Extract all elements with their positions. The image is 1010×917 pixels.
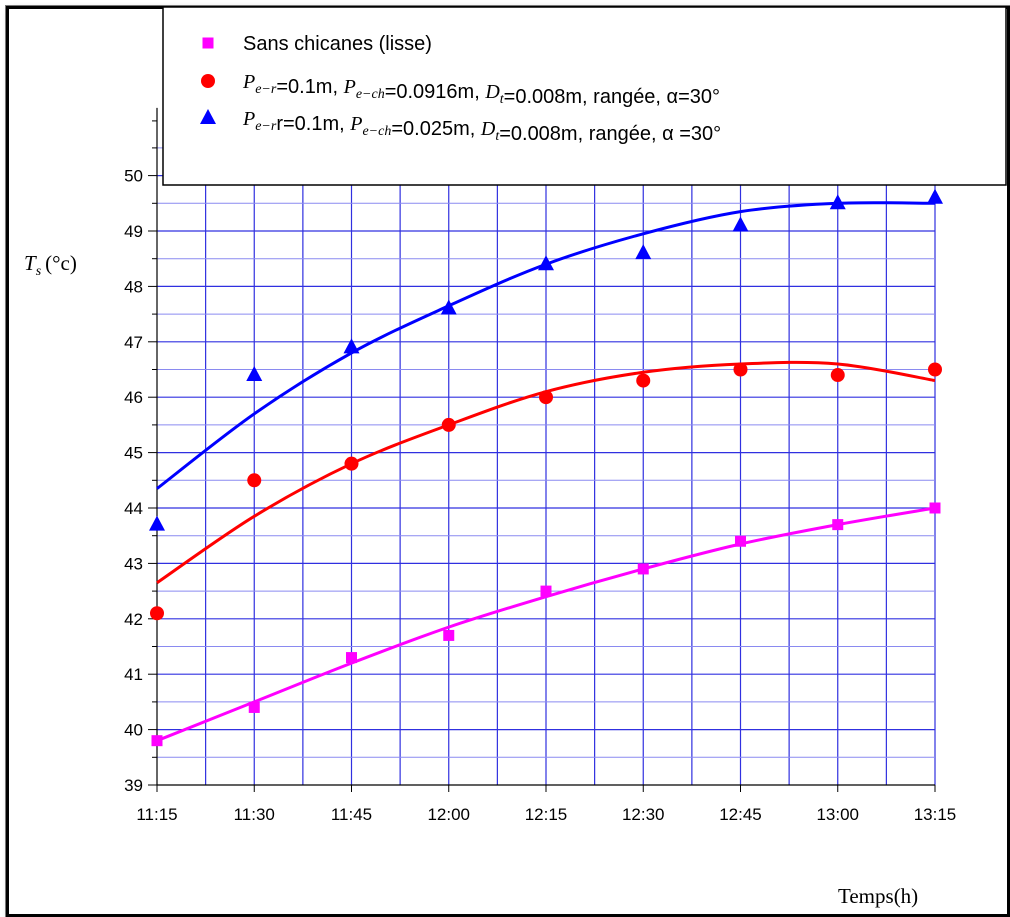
x-tick-label: 12:30 <box>622 805 665 824</box>
x-tick-label: 11:45 <box>331 805 372 824</box>
data-point-series-3 <box>829 194 846 210</box>
data-point-series-2 <box>830 368 845 383</box>
legend-entry-2: Pe−r=0.1m, Pe−ch=0.0916m, Dt=0.008m, ran… <box>242 71 720 108</box>
y-tick-label: 41 <box>124 665 143 684</box>
data-point-series-2 <box>733 362 748 377</box>
data-point-series-1 <box>248 701 260 713</box>
data-point-series-2 <box>636 373 651 388</box>
data-point-series-2 <box>539 390 553 405</box>
y-tick-label: 42 <box>124 610 143 629</box>
data-point-series-3 <box>538 255 554 271</box>
legend-box <box>162 6 1007 186</box>
y-tick-label: 48 <box>124 277 143 296</box>
data-point-series-2 <box>344 456 359 471</box>
data-points <box>149 188 943 747</box>
y-tick-label: 50 <box>124 167 143 186</box>
data-point-series-1 <box>151 735 163 747</box>
y-tick-label: 49 <box>124 222 143 241</box>
legend-marker-2 <box>201 74 215 88</box>
data-point-series-3 <box>246 366 263 382</box>
data-point-series-1 <box>929 502 941 514</box>
data-point-series-1 <box>540 585 552 597</box>
legend-entry-1: Sans chicanes (lisse) <box>243 33 432 55</box>
data-point-series-3 <box>343 338 360 354</box>
y-tick-label: 45 <box>124 444 143 463</box>
y-axis-title: Ts (°c) <box>24 251 77 279</box>
legend-marker-1 <box>202 37 214 49</box>
x-tick-label: 12:15 <box>525 805 568 824</box>
fit-curve-series-2 <box>156 360 936 585</box>
x-tick-labels: 11:15 11:30 11:45 12:00 12:15 12:30 12:45 13:00… <box>136 805 956 824</box>
data-point-series-1 <box>735 535 746 547</box>
axes <box>148 107 936 792</box>
data-point-series-3 <box>149 515 165 531</box>
grid <box>157 147 936 785</box>
data-point-series-3 <box>440 299 457 315</box>
fit-curve-series-3 <box>156 201 936 490</box>
data-point-series-3 <box>732 216 749 232</box>
fit-curve-series-1 <box>156 506 936 743</box>
y-tick-label: 43 <box>124 554 143 573</box>
data-point-series-1 <box>832 519 844 531</box>
x-tick-label: 13:15 <box>914 805 957 824</box>
fit-curves <box>156 201 936 743</box>
x-tick-label: 13:00 <box>816 805 859 824</box>
y-tick-labels: 39 40 41 42 43 44 45 46 47 48 49 50 <box>124 167 143 795</box>
x-tick-label: 11:30 <box>234 805 275 824</box>
legend: Sans chicanes (lisse) Pe−r=0.1m, Pe−ch=0.… <box>162 6 1007 186</box>
y-tick-label: 40 <box>124 721 143 740</box>
data-point-series-1 <box>443 629 455 641</box>
data-point-series-2 <box>247 473 262 488</box>
data-point-series-2 <box>441 417 456 432</box>
legend-entry-3: Pe−rr=0.1m, Pe−ch=0.025m, Dt=0.008m, ran… <box>242 108 721 145</box>
y-tick-label: 46 <box>124 388 143 407</box>
data-point-series-2 <box>928 362 942 377</box>
y-tick-label: 44 <box>124 499 143 518</box>
legend-marker-3 <box>200 109 216 124</box>
x-axis-title: Temps(h) <box>838 884 918 908</box>
y-tick-label: 39 <box>124 776 143 795</box>
data-point-series-2 <box>150 606 164 621</box>
y-tick-label: 47 <box>124 333 143 352</box>
x-tick-label: 11:15 <box>136 805 177 824</box>
data-point-series-1 <box>637 563 649 575</box>
x-tick-label: 12:00 <box>427 805 470 824</box>
data-point-series-3 <box>635 244 652 260</box>
data-point-series-1 <box>346 652 357 664</box>
data-point-series-3 <box>927 188 943 204</box>
x-tick-label: 12:45 <box>719 805 762 824</box>
